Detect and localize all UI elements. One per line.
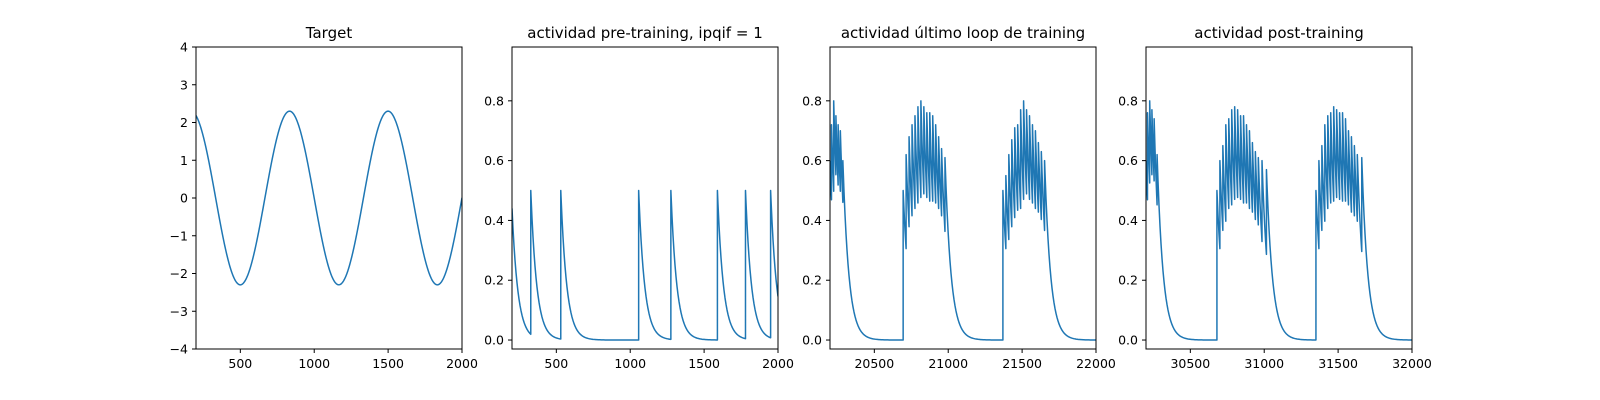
subplot-post-training: 30500 31000 31500 32000 0.0 0.2 0.4 0.6 0.8 acti…	[1118, 24, 1432, 371]
subplot-pre-training: 500 1000 1500 2000 0.0 0.2 0.4 0.6 0.8 actividad…	[484, 24, 794, 371]
subplot-title: actividad pre-training, ipqif = 1	[527, 24, 763, 42]
ticks-layer: 500 1000 1500 2000 0.0 0.2 0.4 0.6 0.8	[484, 93, 794, 371]
y-tick-label: 0.4	[802, 213, 822, 228]
series-line	[196, 110, 462, 286]
y-tick-label: 0.2	[484, 273, 504, 288]
y-tick-label: 1	[180, 153, 188, 168]
x-tick-label: 1000	[298, 356, 330, 371]
x-tick-label: 32000	[1392, 356, 1432, 371]
x-tick-label: 2000	[762, 356, 794, 371]
x-tick-label: 500	[228, 356, 252, 371]
y-tick-label: 0.0	[1118, 333, 1138, 348]
y-tick-label: 0.2	[802, 273, 822, 288]
x-tick-label: 1500	[688, 356, 720, 371]
y-tick-label: 0.8	[1118, 93, 1138, 108]
x-tick-label: 2000	[446, 356, 478, 371]
data-layer	[512, 189, 778, 341]
y-tick-label: 0.0	[484, 333, 504, 348]
ticks-layer: 30500 31000 31500 32000 0.0 0.2 0.4 0.6 0.8	[1118, 93, 1432, 371]
x-tick-label: 31000	[1244, 356, 1284, 371]
y-tick-label: 0.0	[802, 333, 822, 348]
x-tick-label: 500	[544, 356, 568, 371]
x-tick-label: 1500	[372, 356, 404, 371]
y-tick-label: −3	[170, 304, 188, 319]
x-tick-label: 31500	[1318, 356, 1358, 371]
subplot-target: 500 1000 1500 2000 −4 −3 −2 −1 0 1 2 3 4 Target	[170, 24, 478, 371]
x-tick-label: 20500	[854, 356, 894, 371]
y-tick-label: 4	[180, 40, 188, 55]
series-line	[1146, 100, 1412, 341]
series-line	[512, 189, 778, 341]
ticks-layer: 500 1000 1500 2000 −4 −3 −2 −1 0 1 2 3 4	[170, 40, 478, 372]
y-tick-label: 0.6	[484, 153, 504, 168]
y-tick-label: 3	[180, 77, 188, 92]
data-layer	[830, 100, 1096, 341]
y-tick-label: 0	[180, 191, 188, 206]
subplot-title: actividad post-training	[1194, 24, 1363, 42]
y-tick-label: 0.4	[1118, 213, 1138, 228]
y-tick-label: −4	[170, 342, 188, 357]
y-tick-label: 0.6	[802, 153, 822, 168]
x-tick-label: 21500	[1002, 356, 1042, 371]
y-tick-label: 0.8	[802, 93, 822, 108]
y-tick-label: −1	[170, 228, 188, 243]
ticks-layer: 20500 21000 21500 22000 0.0 0.2 0.4 0.6 0.8	[802, 93, 1116, 371]
subplot-title: Target	[305, 24, 353, 42]
x-tick-label: 1000	[614, 356, 646, 371]
y-tick-label: 2	[180, 115, 188, 130]
y-tick-label: 0.8	[484, 93, 504, 108]
series-line	[830, 100, 1096, 341]
subplot-last-training-loop: 20500 21000 21500 22000 0.0 0.2 0.4 0.6 0.8 acti…	[802, 24, 1116, 371]
data-layer	[196, 110, 462, 286]
x-tick-label: 30500	[1170, 356, 1210, 371]
axes-frame	[1145, 46, 1413, 350]
y-tick-label: −2	[170, 266, 188, 281]
y-tick-label: 0.2	[1118, 273, 1138, 288]
data-layer	[1146, 100, 1412, 341]
x-tick-label: 21000	[928, 356, 968, 371]
y-tick-label: 0.6	[1118, 153, 1138, 168]
axes-frame	[829, 46, 1097, 350]
x-tick-label: 22000	[1076, 356, 1116, 371]
subplot-title: actividad último loop de training	[841, 24, 1085, 42]
y-tick-label: 0.4	[484, 213, 504, 228]
axes-frame	[511, 46, 779, 350]
